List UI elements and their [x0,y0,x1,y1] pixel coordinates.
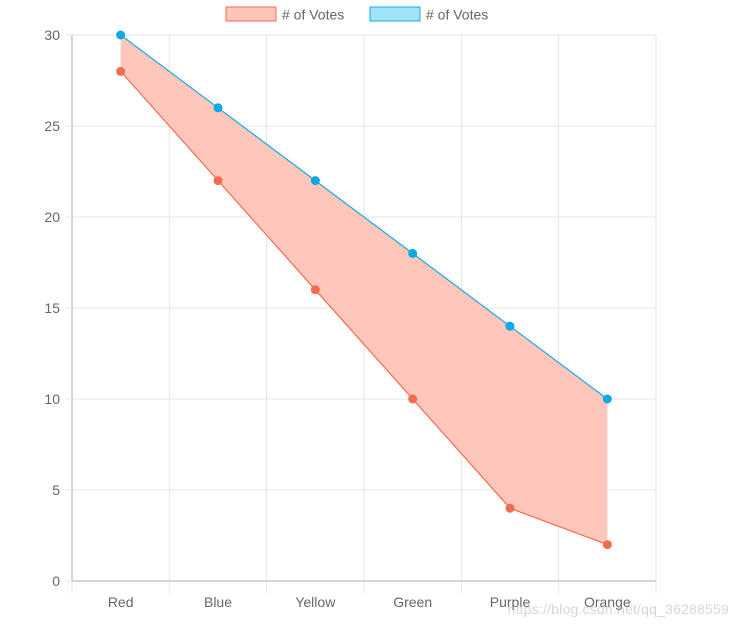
y-tick-label: 0 [52,573,60,589]
legend-label-series-1: # of Votes [282,7,344,23]
series-areas [120,35,608,545]
x-tick-label: Yellow [295,594,336,610]
x-tick-label: Green [393,594,432,610]
series-2-point [213,103,223,113]
series-2-point [505,321,515,331]
y-tick-label: 20 [44,209,60,225]
chart-legend: # of Votes # of Votes [225,6,488,23]
series-1-point [408,394,418,404]
legend-swatch-series-1 [225,6,277,22]
series-1-point [116,66,126,76]
y-tick-label: 10 [44,391,60,407]
legend-label-series-2: # of Votes [426,7,488,23]
y-tick-label: 15 [44,300,60,316]
x-axis-ticks: Red Blue Yellow Green Purple Orange [71,581,657,610]
x-tick-label: Blue [204,594,232,610]
watermark-text: https://blog.csdn.net/qq_36288559 [507,601,729,617]
x-tick-label: Red [108,594,134,610]
series-2-point [116,30,126,40]
series-1-fill-area [120,35,608,545]
y-tick-label: 25 [44,118,60,134]
y-axis-ticks: 0 5 10 15 20 25 30 [44,27,72,589]
series-1-point [310,285,320,295]
series-lines [120,34,608,546]
legend-swatch-series-2 [369,6,421,22]
series-1-point [602,540,612,550]
series-2-point [602,394,612,404]
series-1-line [120,71,608,546]
x-tick-label: Purple [490,594,531,610]
series-2-line [120,34,608,400]
series-1-point [213,176,223,186]
y-tick-label: 30 [44,27,60,43]
series-2-point [408,248,418,258]
x-tick-label: Orange [584,594,631,610]
series-1-point [505,503,515,513]
series-points [116,30,612,550]
series-2-point [310,176,320,186]
y-tick-label: 5 [52,482,60,498]
